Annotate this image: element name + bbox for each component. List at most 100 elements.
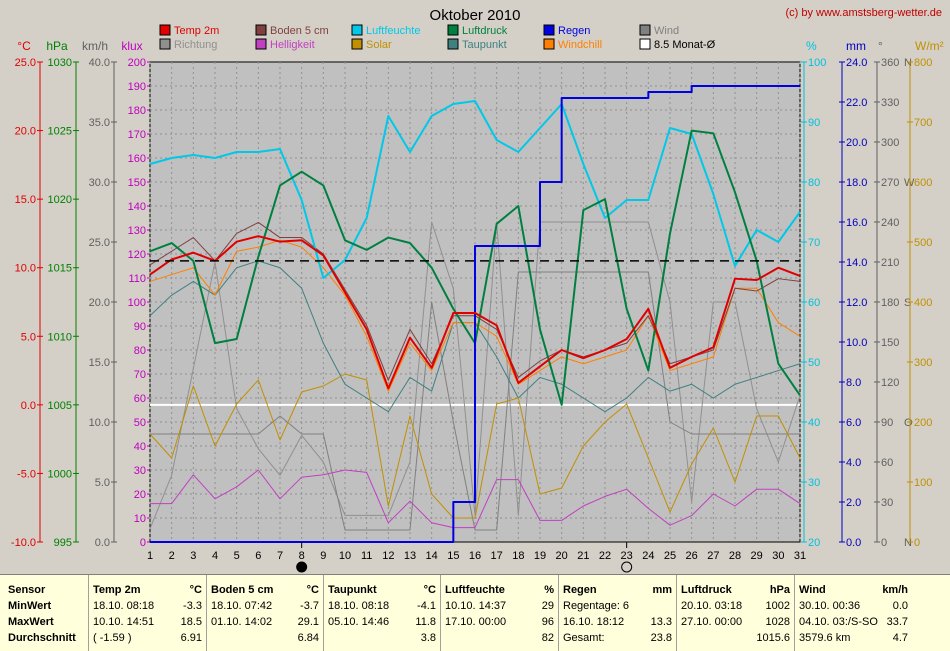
x-tick-label: 20 xyxy=(556,550,568,562)
axis-tick-wm2: 600 xyxy=(914,177,932,189)
legend-label: Taupunkt xyxy=(462,39,507,51)
axis-tick-kmh: 40.0 xyxy=(89,57,110,69)
x-tick-label: 11 xyxy=(361,550,372,562)
x-tick-label: 31 xyxy=(794,550,806,562)
axis-label-deg: ° xyxy=(878,39,883,53)
axis-tick-klux: 30 xyxy=(134,465,146,477)
legend-label: Wind xyxy=(654,25,679,37)
stats-value: 4.7 xyxy=(892,632,908,644)
legend-swatch xyxy=(543,24,555,36)
x-tick-label: 28 xyxy=(729,550,741,562)
legend-swatch xyxy=(351,24,363,36)
stats-value: 3.8 xyxy=(420,632,436,644)
stats-col-wind: Wind km/h 30.10. 00:36 0.0 04.10. 03:/S-… xyxy=(794,575,912,651)
axis-tick-temp: 5.0 xyxy=(21,331,36,343)
axis-tick-kmh: 0.0 xyxy=(95,537,110,549)
x-tick-label: 27 xyxy=(707,550,719,562)
axis-tick-deg: 300 xyxy=(881,137,899,149)
axis-tick-deg: 30 xyxy=(881,497,893,509)
stats-value: -3.3 xyxy=(183,600,202,612)
axis-tick-klux: 180 xyxy=(128,105,146,117)
axis-tick-hpa: 1020 xyxy=(48,194,72,206)
stats-header: Luftdruck xyxy=(681,584,732,596)
legend-label: Regen xyxy=(558,25,590,37)
axis-tick-klux: 60 xyxy=(134,393,146,405)
x-tick-label: 17 xyxy=(491,550,503,562)
axis-tick-klux: 80 xyxy=(134,345,146,357)
stats-value: 11.8 xyxy=(415,616,436,628)
x-tick-label: 25 xyxy=(664,550,676,562)
stats-date: 30.10. 00:36 xyxy=(799,600,861,612)
legend-label: Luftfeuchte xyxy=(366,25,420,37)
stats-unit: % xyxy=(544,584,554,596)
axis-tick-klux: 200 xyxy=(128,57,146,69)
stats-value: -4.1 xyxy=(417,600,436,612)
axis-tick-hpa: 1010 xyxy=(48,331,72,343)
stats-date: 17.10. 00:00 xyxy=(445,616,507,628)
x-axis: 1 2 3 4 5 6 7 8 9 10 11 12 13 14 15 16 17 18 19 20 21 22 23 24 2… xyxy=(147,542,806,573)
stats-date: 18.10. 08:18 xyxy=(93,600,155,612)
stats-value: 13.3 xyxy=(650,616,672,628)
axis-tick-temp: 0.0 xyxy=(21,400,36,412)
axis-tick-kmh: 35.0 xyxy=(89,117,110,129)
axis-tick-deg: 330 xyxy=(881,97,899,109)
axis-tick-wm2: 700 xyxy=(914,117,932,129)
legend-label: Boden 5 cm xyxy=(270,25,329,37)
stats-row-label: MinWert xyxy=(8,600,52,612)
axis-tick-hpa: 1000 xyxy=(48,468,72,480)
x-tick-label: 3 xyxy=(190,550,196,562)
stats-header: Wind xyxy=(799,584,826,596)
axis-tick-kmh: 20.0 xyxy=(89,297,110,309)
stats-date: 16.10. 18:12 xyxy=(563,616,625,628)
axis-tick-mm: 16.0 xyxy=(846,217,867,229)
stats-date: 27.10. 00:00 xyxy=(681,616,743,628)
axis-tick-mm: 20.0 xyxy=(846,137,867,149)
stats-date: 3579.6 km xyxy=(799,632,851,644)
axis-tick-temp: -10.0 xyxy=(11,537,36,549)
stats-date: 18.10. 07:42 xyxy=(211,600,273,612)
stats-date: 18.10. 08:18 xyxy=(328,600,390,612)
axis-tick-mm: 14.0 xyxy=(846,257,867,269)
x-tick-label: 19 xyxy=(534,550,546,562)
legend-label: Luftdruck xyxy=(462,25,508,37)
legend-swatch xyxy=(639,24,651,36)
legend-swatch xyxy=(159,24,171,36)
axis-tick-wm2: 200 xyxy=(914,417,932,429)
legend-swatch xyxy=(255,24,267,36)
stats-unit: °C xyxy=(306,584,319,596)
axis-tick-temp: 10.0 xyxy=(15,263,36,275)
stats-row-label: Durchschnitt xyxy=(8,632,76,644)
axis-label-wm2: W/m² xyxy=(915,39,944,53)
x-tick-label: 21 xyxy=(577,550,589,562)
legend-swatch xyxy=(255,38,267,50)
x-tick-label: 5 xyxy=(234,550,240,562)
axis-tick-pct: 60 xyxy=(808,297,820,309)
stats-row-label: Sensor xyxy=(8,584,46,596)
legend-swatch xyxy=(447,24,459,36)
stats-value: 29.1 xyxy=(297,616,319,628)
axis-tick-wm2: 0 xyxy=(914,537,920,549)
x-tick-label: 30 xyxy=(772,550,784,562)
legend-swatch xyxy=(639,38,651,50)
stats-date: 10.10. 14:51 xyxy=(93,616,155,628)
axis-tick-mm: 8.0 xyxy=(846,377,861,389)
x-tick-label: 6 xyxy=(255,550,261,562)
axis-tick-mm: 12.0 xyxy=(846,297,867,309)
axis-tick-klux: 10 xyxy=(134,513,146,525)
stats-date: Gesamt: xyxy=(563,632,605,644)
axis-tick-deg: 270 xyxy=(881,177,899,189)
axis-tick-kmh: 10.0 xyxy=(89,417,110,429)
stats-date: 04.10. 03:/S-SO xyxy=(799,616,878,628)
x-tick-label: 1 xyxy=(147,550,153,562)
stats-value: 29 xyxy=(541,600,554,612)
x-tick-label: 15 xyxy=(447,550,459,562)
stats-header: Taupunkt xyxy=(328,584,377,596)
stats-date: ( -1.59 ) xyxy=(93,632,132,644)
x-tick-label: 29 xyxy=(751,550,763,562)
axis-tick-temp: 20.0 xyxy=(15,126,36,138)
stats-row-label: MaxWert xyxy=(8,616,54,628)
x-tick-label: 9 xyxy=(320,550,326,562)
legend-label: 8.5 Monat-Ø xyxy=(654,39,716,51)
x-tick-label: 7 xyxy=(277,550,283,562)
x-tick-label: 26 xyxy=(686,550,698,562)
